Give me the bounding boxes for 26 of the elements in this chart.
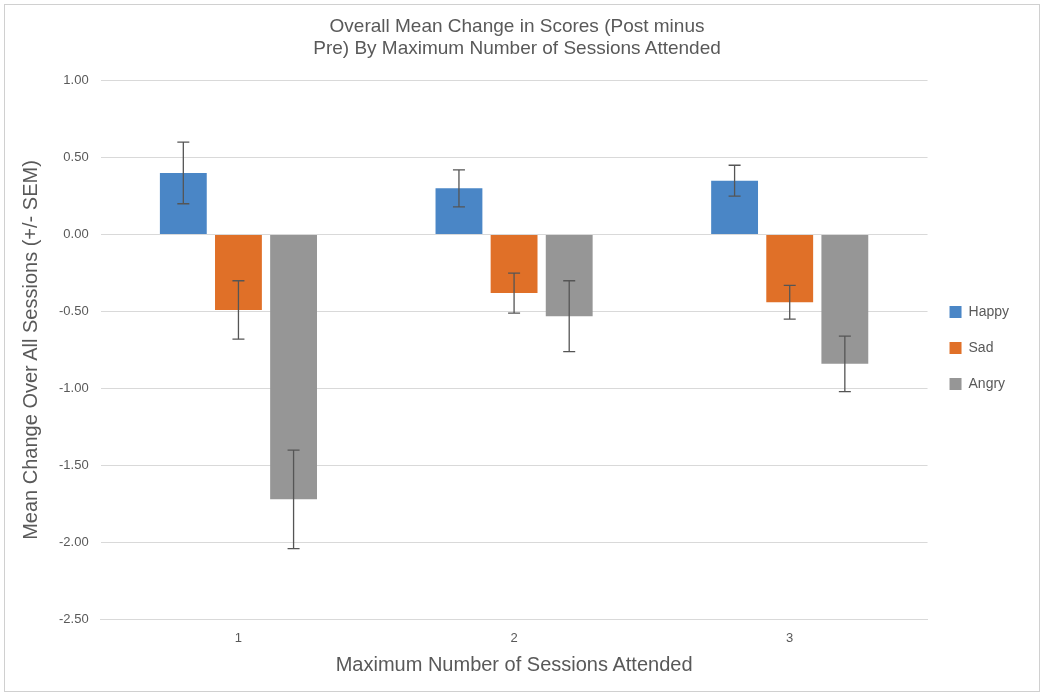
x-tick-label: 1 (234, 629, 243, 645)
bar (490, 235, 538, 294)
legend-label: Angry (968, 374, 1006, 391)
bar (711, 180, 759, 235)
bar (215, 235, 262, 310)
y-tick-label: 1.00 (63, 72, 89, 88)
x-axis-title: Maximum Number of Sessions Attended (335, 652, 693, 675)
y-axis-title: Mean Change Over All Sessions (+/- SEM) (18, 160, 41, 540)
y-tick-label: -2.00 (58, 534, 89, 550)
x-tick-label: 3 (786, 629, 794, 645)
bar (159, 172, 207, 235)
y-tick-label: -1.00 (58, 380, 89, 396)
x-tick-label: 2 (510, 629, 518, 645)
y-tick-label: -1.50 (58, 457, 89, 473)
legend-label: Happy (968, 302, 1009, 319)
y-tick-label: 0.50 (63, 149, 89, 165)
chart-title: Overall Mean Change in Scores (Post minus Pre) By Maximum Number of Sessions Attended (313, 14, 721, 59)
y-tick-label: -0.50 (58, 303, 89, 319)
bar (766, 235, 814, 303)
bar (270, 235, 317, 500)
bar (545, 235, 593, 317)
y-tick-label: -2.50 (58, 610, 89, 626)
legend-label: Sad (968, 338, 994, 355)
bar (435, 188, 483, 235)
y-tick-label: 0.00 (63, 226, 89, 242)
bar (821, 235, 869, 364)
